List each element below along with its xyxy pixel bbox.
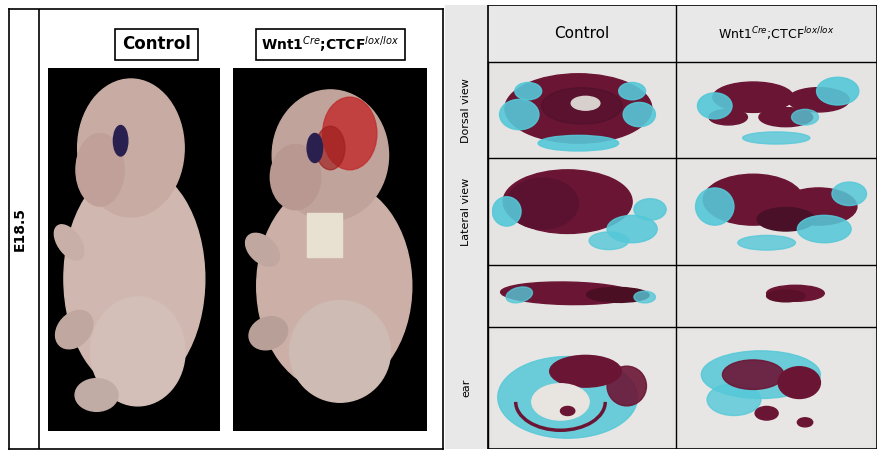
Bar [488,158,676,265]
Ellipse shape [550,355,621,387]
Text: ear: ear [462,379,471,397]
Bar [307,213,342,257]
Ellipse shape [607,366,647,406]
Ellipse shape [498,356,638,438]
Ellipse shape [56,311,93,349]
Ellipse shape [743,132,810,144]
Ellipse shape [701,351,820,399]
Circle shape [571,96,600,110]
Ellipse shape [587,287,649,302]
Ellipse shape [492,197,521,226]
Circle shape [755,406,778,420]
Ellipse shape [766,290,805,302]
Circle shape [307,133,322,163]
Ellipse shape [709,109,747,125]
Ellipse shape [78,79,184,217]
Ellipse shape [792,109,818,125]
Bar [488,62,676,158]
Bar [676,327,877,449]
Ellipse shape [589,232,628,250]
Ellipse shape [272,90,389,221]
Ellipse shape [623,103,655,127]
Ellipse shape [766,285,825,301]
Ellipse shape [507,178,579,229]
Bar [676,62,877,158]
Ellipse shape [832,182,867,206]
Text: E18.5: E18.5 [12,207,26,251]
Ellipse shape [695,188,734,225]
Ellipse shape [737,236,796,250]
Text: Control: Control [554,26,610,41]
Text: Wnt1$^{Cre}$;CTCF$^{lox/lox}$: Wnt1$^{Cre}$;CTCF$^{lox/lox}$ [262,35,399,54]
Ellipse shape [515,83,542,100]
Ellipse shape [757,207,815,231]
Ellipse shape [76,133,124,206]
Ellipse shape [249,316,288,350]
Ellipse shape [315,126,344,170]
Ellipse shape [778,367,820,399]
Ellipse shape [503,170,633,233]
Ellipse shape [506,287,532,303]
Bar [488,327,676,449]
Ellipse shape [797,215,851,243]
Ellipse shape [788,88,849,112]
Bar [676,265,877,327]
Ellipse shape [91,297,185,406]
Circle shape [560,406,574,415]
Ellipse shape [698,93,732,119]
Ellipse shape [500,282,634,305]
Bar [676,158,877,265]
Text: Control: Control [122,35,191,53]
Ellipse shape [634,199,666,220]
Ellipse shape [780,188,857,225]
Text: Lateral view: Lateral view [462,178,471,246]
Ellipse shape [256,181,411,391]
Circle shape [114,125,128,156]
Ellipse shape [703,174,803,225]
Text: Wnt1$^{Cre}$;CTCF$^{lox/lox}$: Wnt1$^{Cre}$;CTCF$^{lox/lox}$ [718,25,834,42]
Text: mandible: mandible [556,286,608,296]
Ellipse shape [618,83,646,100]
Ellipse shape [707,384,761,415]
Text: mandible: mandible [750,286,803,296]
Ellipse shape [713,82,794,113]
Ellipse shape [505,74,652,143]
Ellipse shape [817,77,859,105]
Ellipse shape [246,233,279,266]
Ellipse shape [500,99,539,130]
Bar [488,265,676,327]
Ellipse shape [290,301,390,402]
Ellipse shape [634,291,655,303]
Ellipse shape [55,225,84,260]
Text: Dorsal view: Dorsal view [462,78,471,143]
Ellipse shape [607,215,657,243]
Ellipse shape [75,379,118,411]
Ellipse shape [538,135,618,151]
Ellipse shape [542,88,622,124]
Ellipse shape [64,166,204,391]
Circle shape [797,418,813,427]
Ellipse shape [722,360,784,390]
Ellipse shape [532,384,589,420]
Ellipse shape [270,144,321,210]
Ellipse shape [759,108,813,127]
Ellipse shape [322,97,377,170]
